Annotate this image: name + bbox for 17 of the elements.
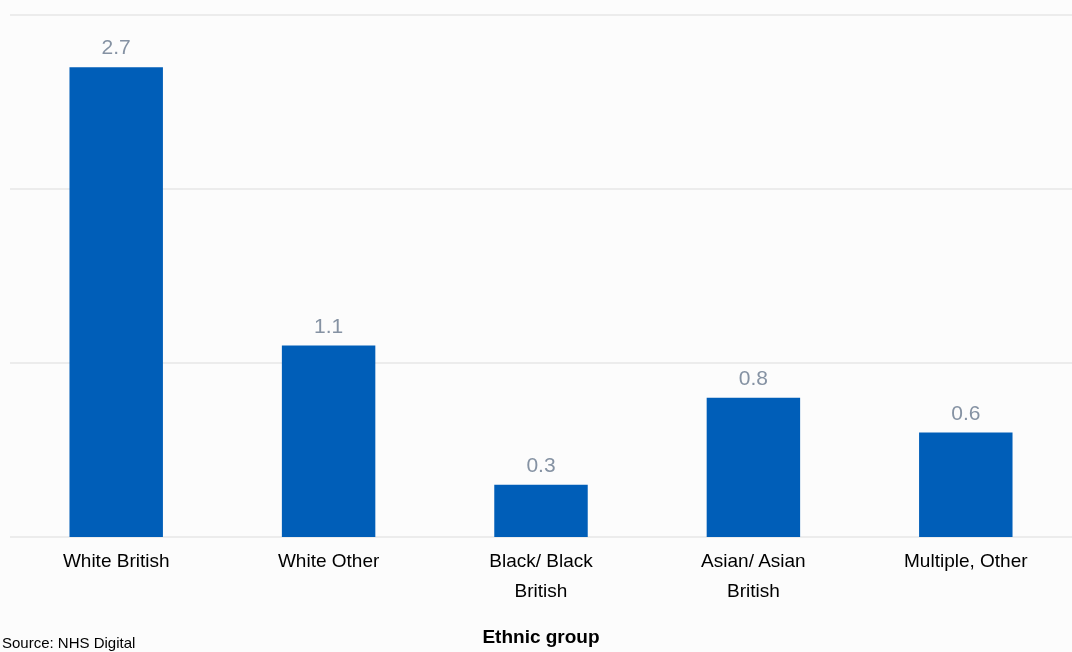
bar xyxy=(494,484,588,537)
data-label: 1.1 xyxy=(314,313,344,337)
bar xyxy=(706,397,801,537)
x-axis-title: Ethnic group xyxy=(482,626,600,647)
bar xyxy=(919,432,1013,537)
data-label: 0.3 xyxy=(526,452,556,476)
x-tick-label: White Other xyxy=(277,549,380,571)
data-label: 0.8 xyxy=(738,365,768,389)
source-note: Source: NHS Digital xyxy=(2,634,136,651)
x-tick-label: Asian/ Asian British xyxy=(701,549,806,601)
x-tick-label: Multiple, Other xyxy=(904,549,1029,571)
data-label: 0.6 xyxy=(951,400,981,424)
bar xyxy=(69,67,163,537)
x-tick-label: White British xyxy=(62,549,170,571)
bar xyxy=(281,345,376,537)
x-tick-label: Black/ Black British xyxy=(489,549,594,601)
data-label: 2.7 xyxy=(101,35,131,59)
